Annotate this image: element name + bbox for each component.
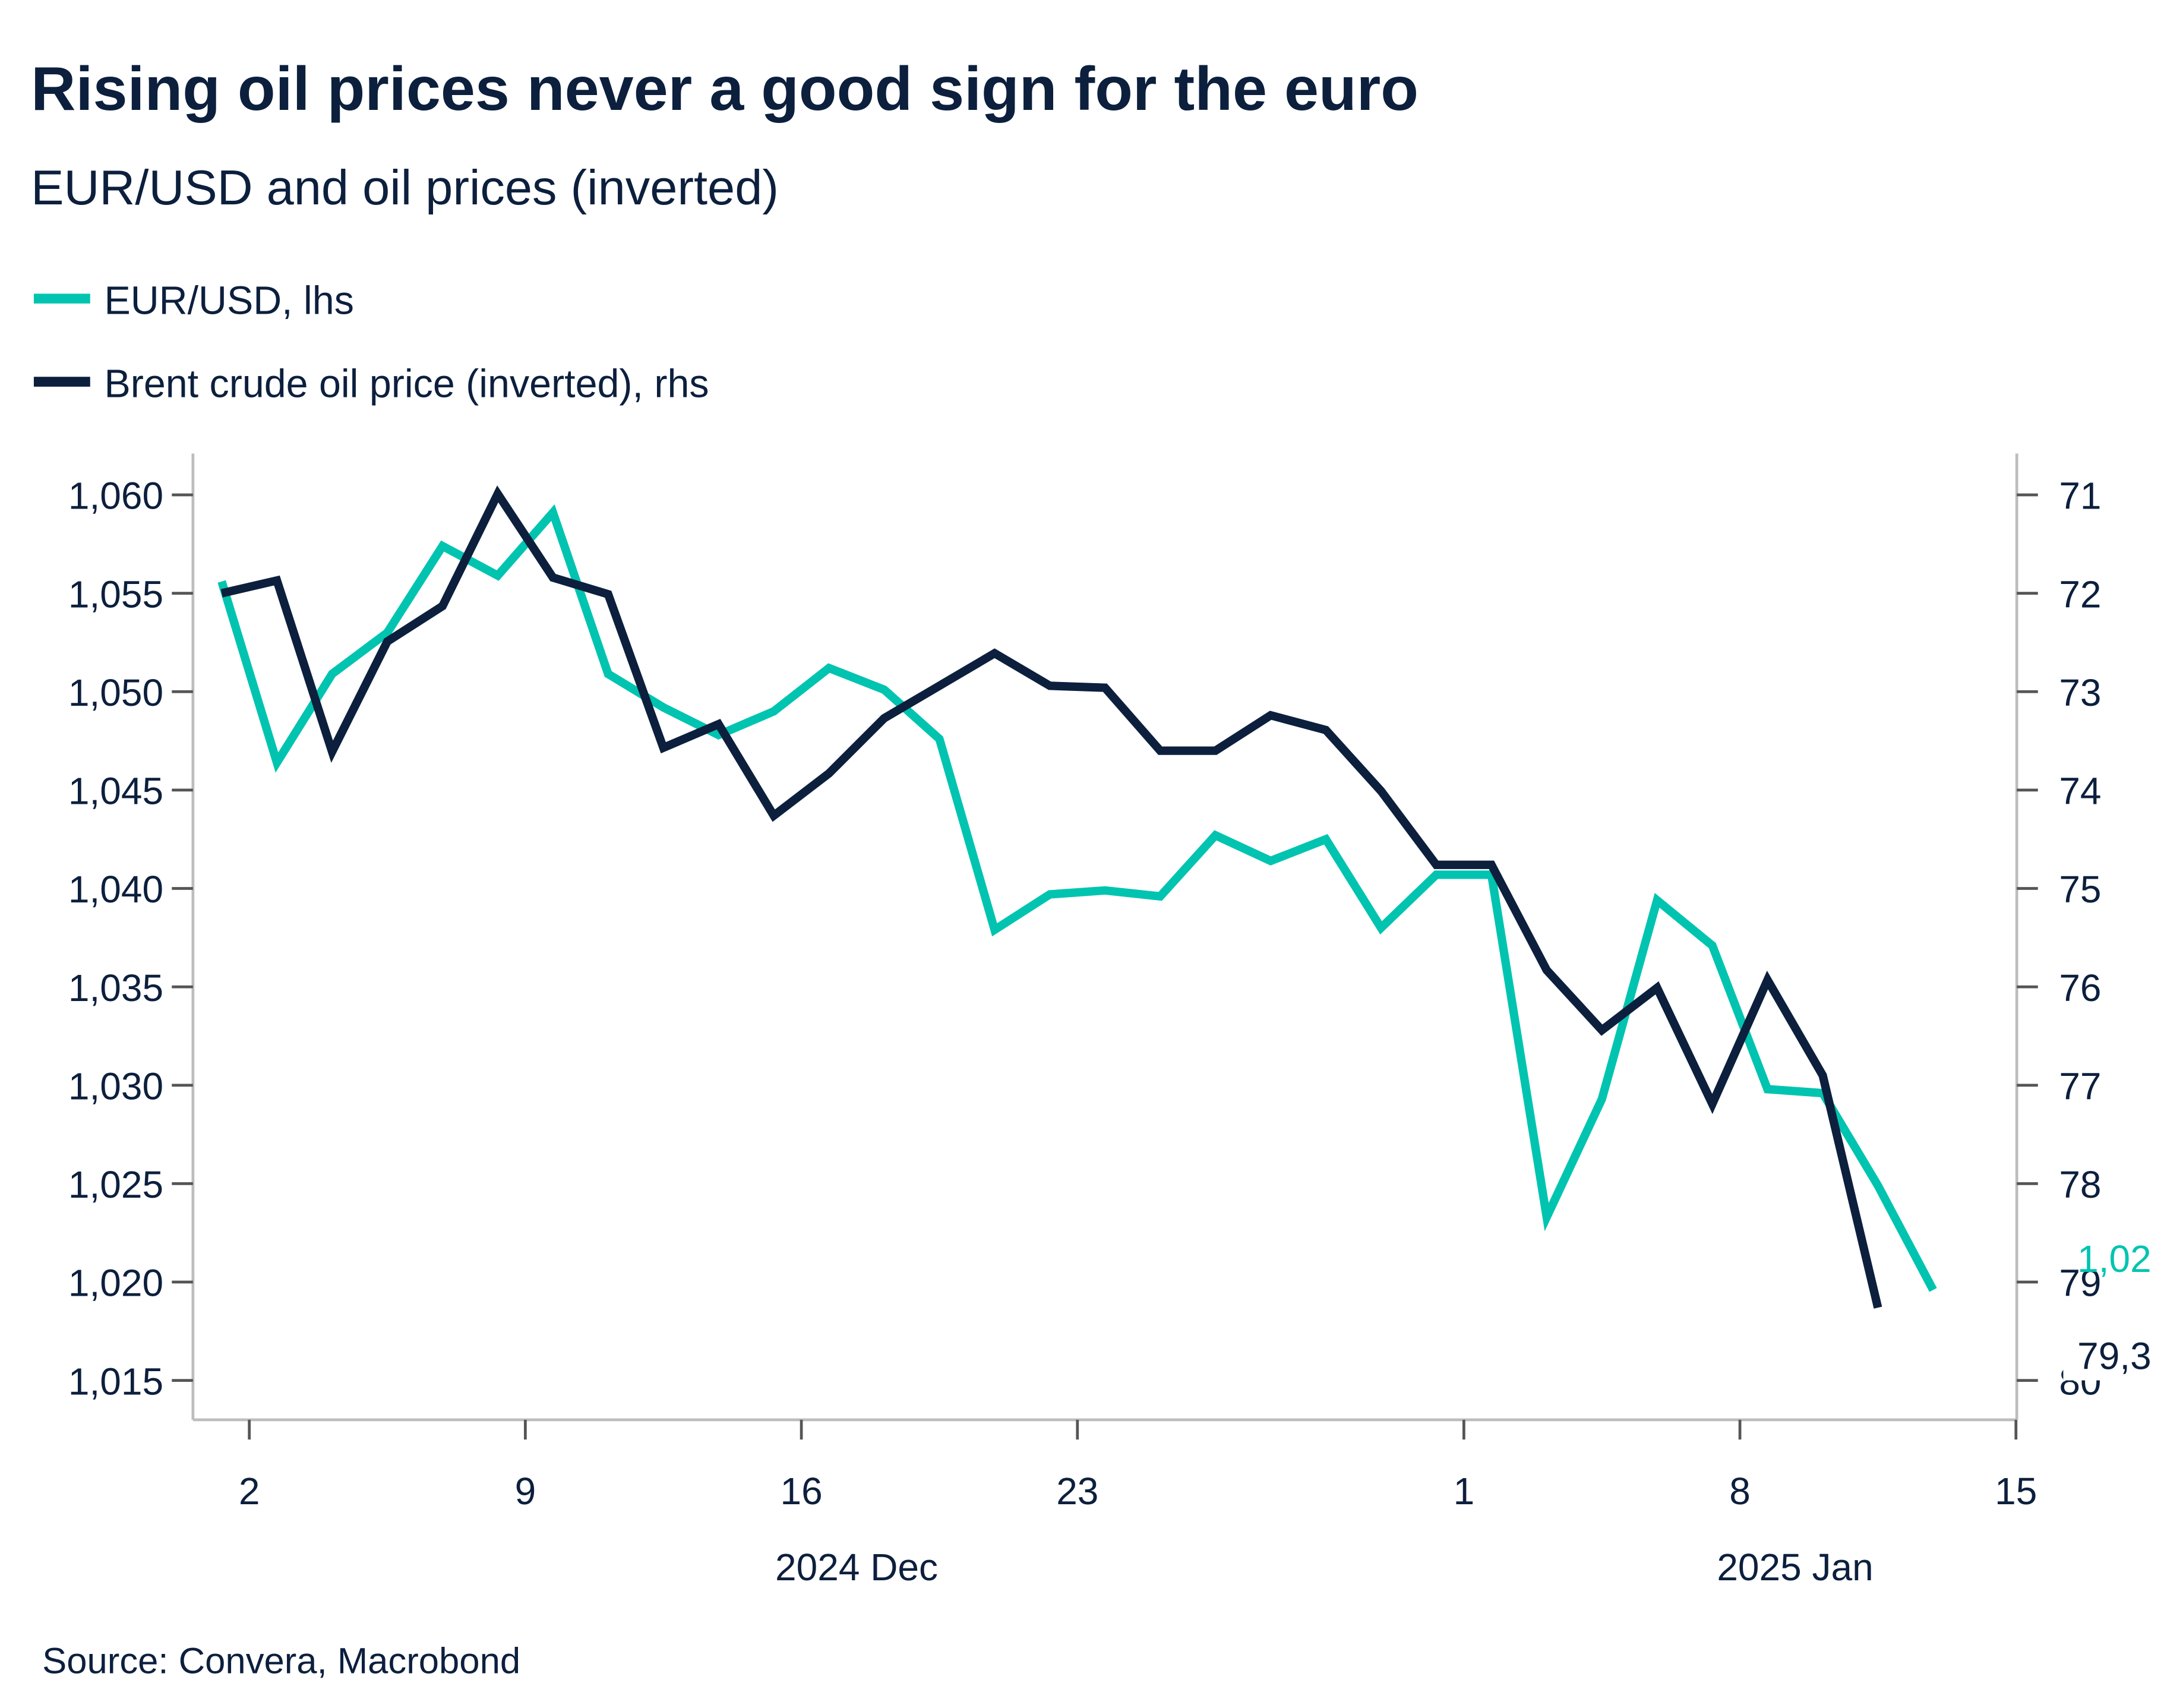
left-tick-label: 1,045 — [68, 770, 163, 813]
brent-end-label: 79,3 — [2077, 1335, 2152, 1378]
x-tick-label: 1 — [1454, 1470, 1475, 1513]
chart-subtitle: EUR/USD and oil prices (inverted) — [31, 160, 779, 215]
eurusd-line — [217, 504, 1937, 1292]
eurusd-end-label: 1,02 — [2077, 1237, 2152, 1280]
source-note: Source: Convera, Macrobond — [42, 1641, 520, 1682]
right-tick-label: 78 — [2059, 1163, 2101, 1206]
chart-title: Rising oil prices never a good sign for … — [31, 55, 1419, 124]
legend: EUR/USD, lhs Brent crude oil price (inve… — [33, 279, 709, 406]
right-tick-label: 72 — [2059, 573, 2101, 615]
series-lines — [217, 485, 1937, 1309]
plot-frame — [191, 453, 2018, 1422]
x-period-label: 2025 Jan — [1717, 1546, 1873, 1589]
end-label-background — [2063, 1324, 2176, 1381]
right-tick-label: 75 — [2059, 868, 2101, 911]
legend-label-brent: Brent crude oil price (inverted), rhs — [104, 362, 709, 406]
brent-line — [220, 485, 1882, 1309]
x-tick-label: 9 — [515, 1470, 536, 1513]
x-tick-label: 8 — [1729, 1470, 1751, 1513]
left-tick-label: 1,020 — [68, 1262, 163, 1305]
right-tick-label: 73 — [2059, 671, 2101, 714]
x-tick-label: 15 — [1995, 1470, 2037, 1513]
right-tick-label: 79 — [2059, 1262, 2101, 1305]
x-period-label: 2024 Dec — [775, 1546, 938, 1589]
axes: 1,060 1,055 1,050 1,045 1,040 1,035 1,030 1,025… — [68, 475, 2102, 1589]
end-labels: 1,02 79,3 — [2063, 1237, 2176, 1381]
left-tick-label: 1,055 — [68, 573, 163, 615]
right-tick-label: 77 — [2059, 1065, 2101, 1107]
left-tick-label: 1,040 — [68, 868, 163, 911]
left-tick-label: 1,060 — [68, 475, 163, 517]
left-tick-label: 1,030 — [68, 1065, 163, 1107]
left-tick-label: 1,050 — [68, 671, 163, 714]
left-tick-label: 1,035 — [68, 967, 163, 1009]
right-tick-label: 74 — [2059, 770, 2101, 813]
x-tick-label: 2 — [239, 1470, 260, 1513]
left-tick-label: 1,015 — [68, 1360, 163, 1403]
right-tick-label: 76 — [2059, 967, 2101, 1009]
right-tick-label: 71 — [2059, 475, 2101, 517]
x-tick-label: 16 — [780, 1470, 822, 1513]
left-tick-label: 1,025 — [68, 1163, 163, 1206]
legend-label-eurusd: EUR/USD, lhs — [104, 279, 353, 323]
x-tick-label: 23 — [1056, 1470, 1098, 1513]
